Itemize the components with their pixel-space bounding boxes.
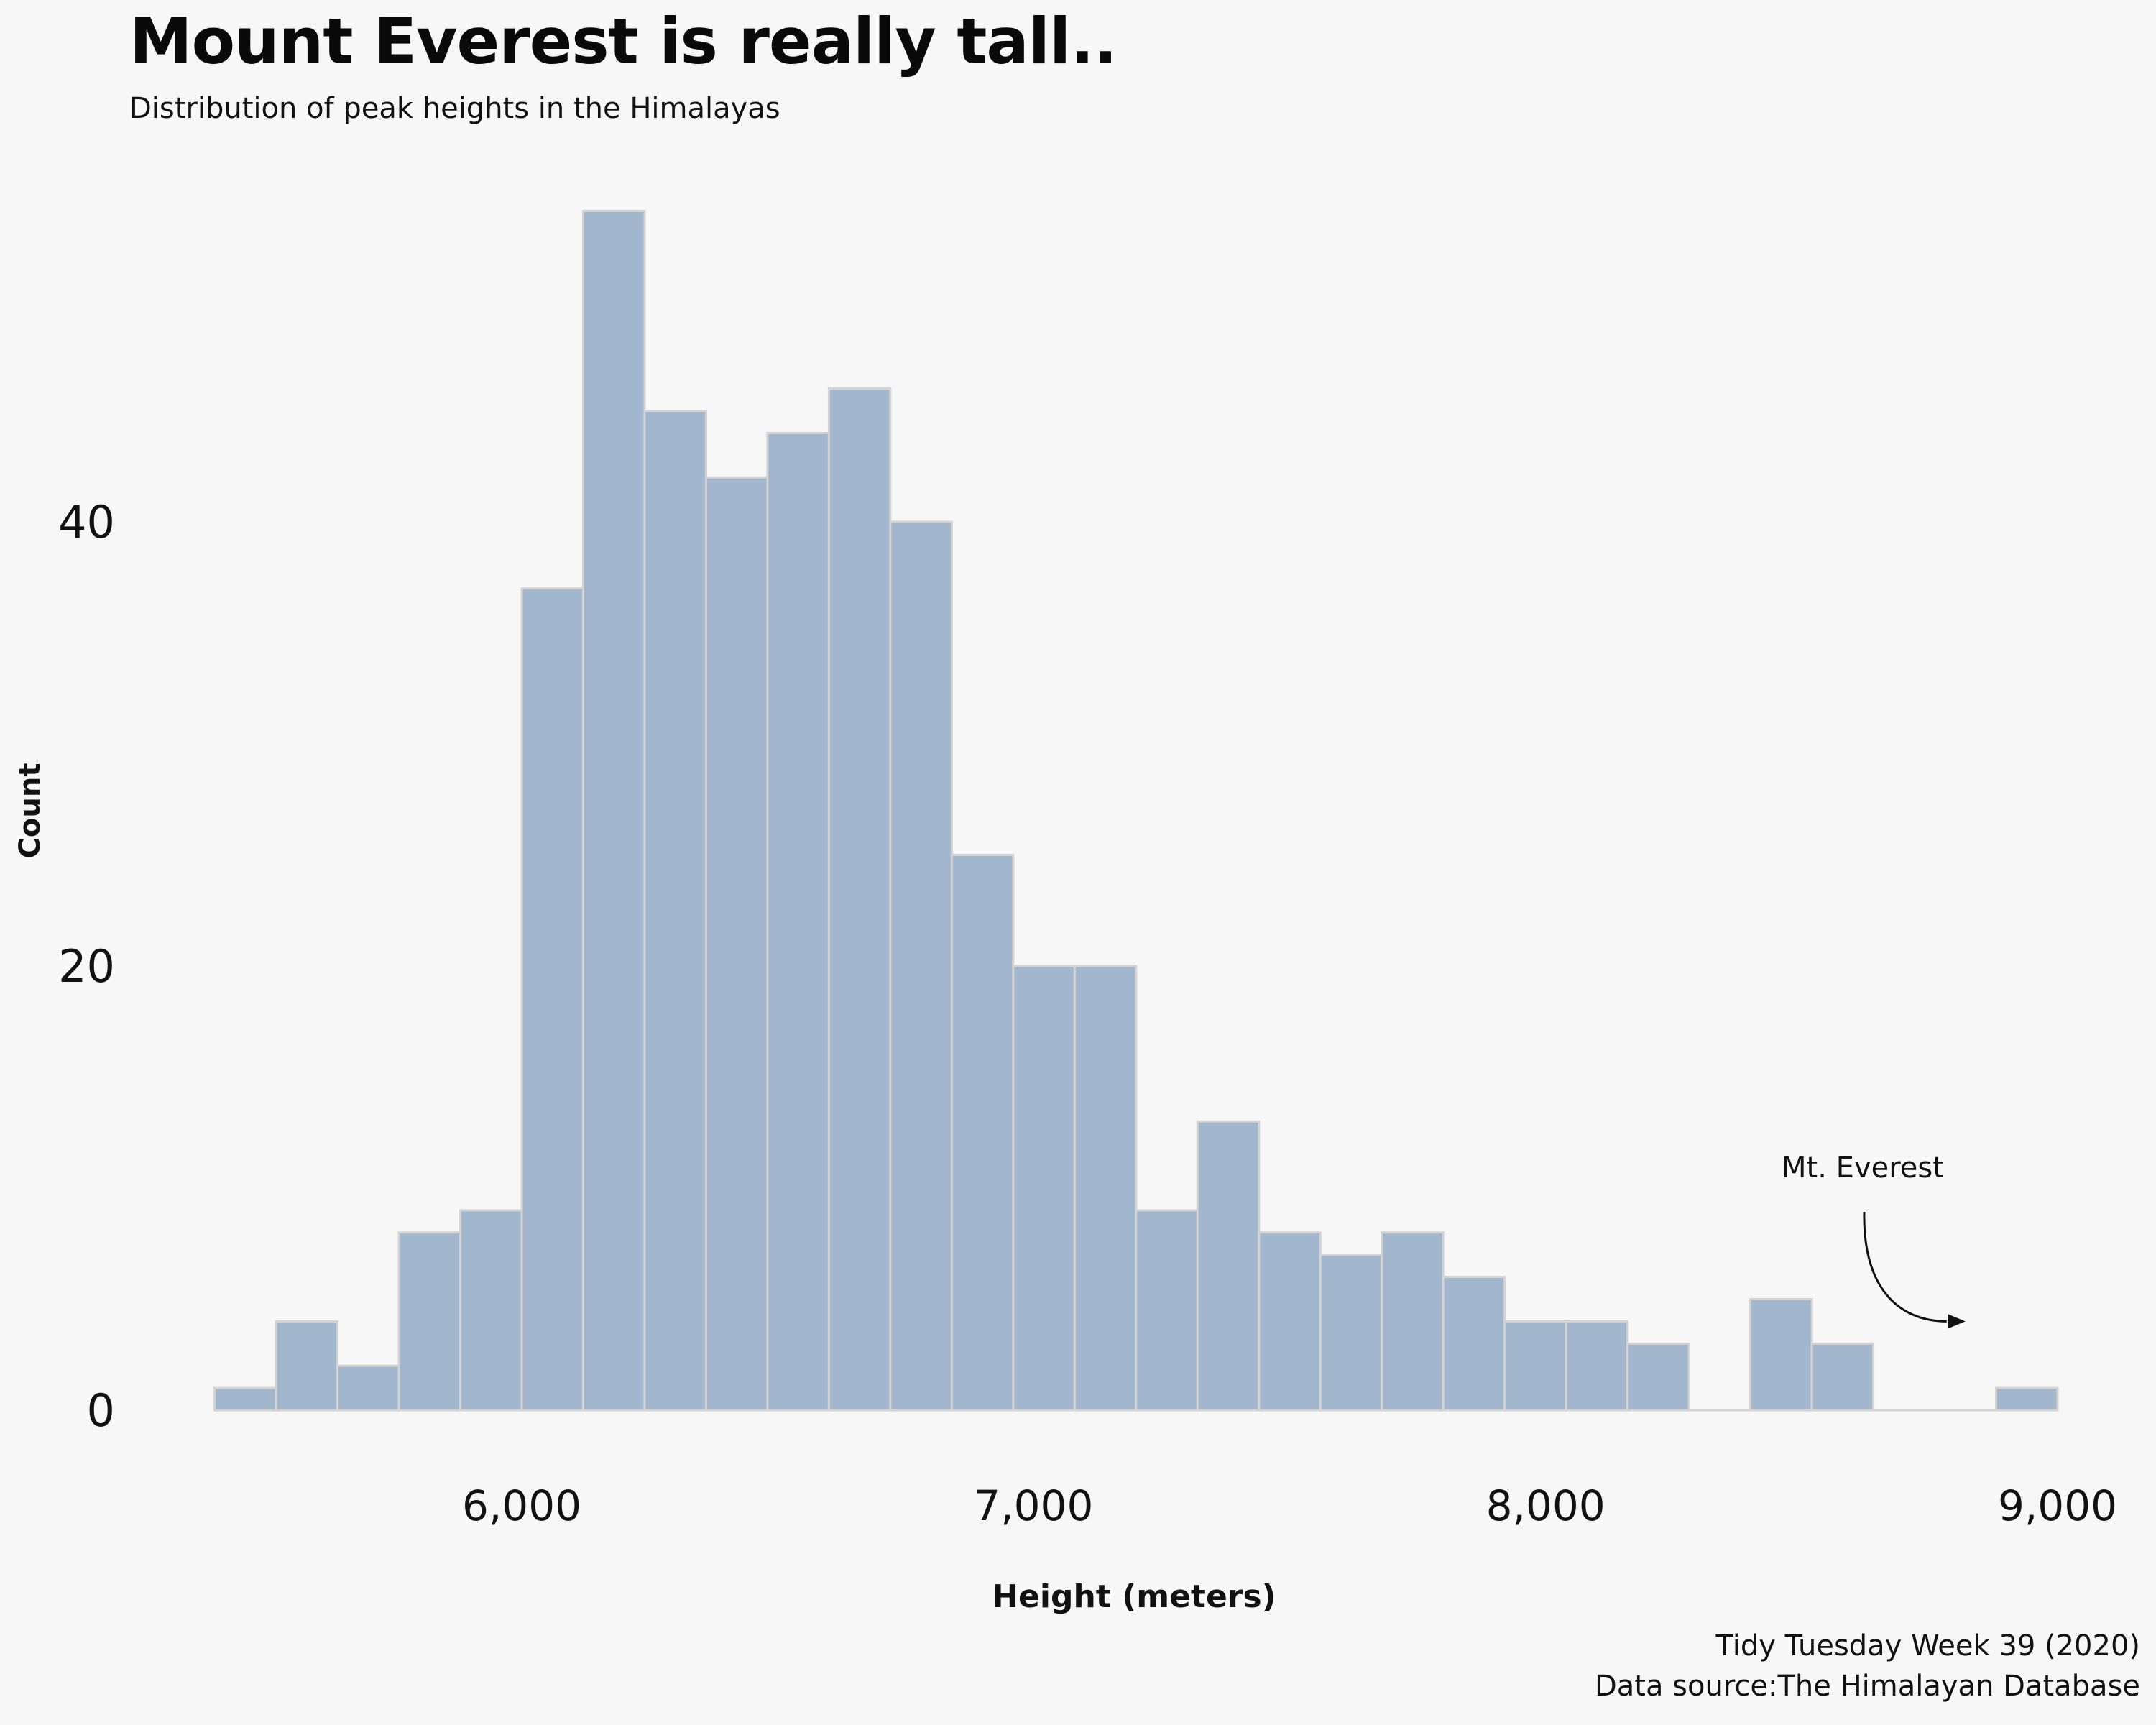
histogram-bar-22 — [1565, 1320, 1629, 1412]
histogram-bar-1 — [275, 1320, 339, 1412]
histogram-bar-17 — [1258, 1231, 1322, 1412]
histogram-bar-20 — [1442, 1276, 1506, 1412]
y-tick-label: 20 — [58, 940, 115, 993]
histogram-bar-8 — [704, 476, 769, 1412]
histogram-bar-0 — [213, 1386, 277, 1412]
histogram-bar-25 — [1749, 1298, 1813, 1412]
caption-line-2: Data source:The Himalayan Database — [1594, 1670, 2140, 1703]
histogram-bar-15 — [1135, 1209, 1199, 1412]
histogram-bar-10 — [827, 387, 892, 1412]
histogram-bars — [213, 209, 2059, 1412]
histogram-bar-13 — [1012, 965, 1076, 1412]
x-tick-label: 7,000 — [974, 1481, 1093, 1530]
y-tick-label: 0 — [87, 1384, 115, 1437]
x-tick-label: 6,000 — [462, 1481, 581, 1530]
annotation-label: Mt. Everest — [1782, 1151, 1944, 1184]
histogram-bar-4 — [459, 1209, 523, 1412]
histogram-bar-21 — [1503, 1320, 1567, 1412]
histogram-bar-3 — [397, 1231, 462, 1412]
y-axis-label: Count — [14, 763, 47, 859]
histogram-bar-2 — [336, 1364, 400, 1412]
histogram-bar-12 — [950, 854, 1015, 1412]
x-axis-ticks: 6,000 7,000 8,000 9,000 — [462, 1481, 2117, 1530]
everest-annotation: Mt. Everest — [1782, 1151, 1966, 1329]
histogram-bar-11 — [889, 520, 953, 1412]
histogram-bar-6 — [581, 209, 646, 1412]
histogram-bar-29 — [1995, 1386, 2059, 1412]
histogram-bar-23 — [1626, 1342, 1690, 1412]
histogram-bar-18 — [1319, 1254, 1383, 1412]
annotation-arrowhead — [1948, 1314, 1966, 1329]
chart-subtitle: Distribution of peak heights in the Hima… — [129, 92, 780, 125]
chart-title: Mount Everest is really tall.. — [129, 4, 1118, 78]
histogram-bar-9 — [766, 431, 830, 1412]
x-tick-label: 8,000 — [1486, 1481, 1606, 1530]
histogram-bar-14 — [1073, 965, 1138, 1412]
y-axis-ticks: 0 20 40 — [58, 496, 115, 1437]
x-axis-label: Height (meters) — [992, 1578, 1276, 1615]
histogram-bar-19 — [1381, 1231, 1445, 1412]
histogram-bar-5 — [520, 587, 584, 1412]
histogram-bar-26 — [1810, 1342, 1875, 1412]
x-tick-label: 9,000 — [1998, 1481, 2117, 1530]
caption: Tidy Tuesday Week 39 (2020) Data source:… — [1595, 1626, 2140, 1706]
annotation-arrow — [1863, 1211, 1947, 1322]
histogram-bar-16 — [1196, 1120, 1261, 1412]
caption-line-1: Tidy Tuesday Week 39 (2020) — [1715, 1629, 2140, 1662]
histogram-bar-7 — [643, 410, 707, 1412]
y-tick-label: 40 — [58, 496, 115, 548]
